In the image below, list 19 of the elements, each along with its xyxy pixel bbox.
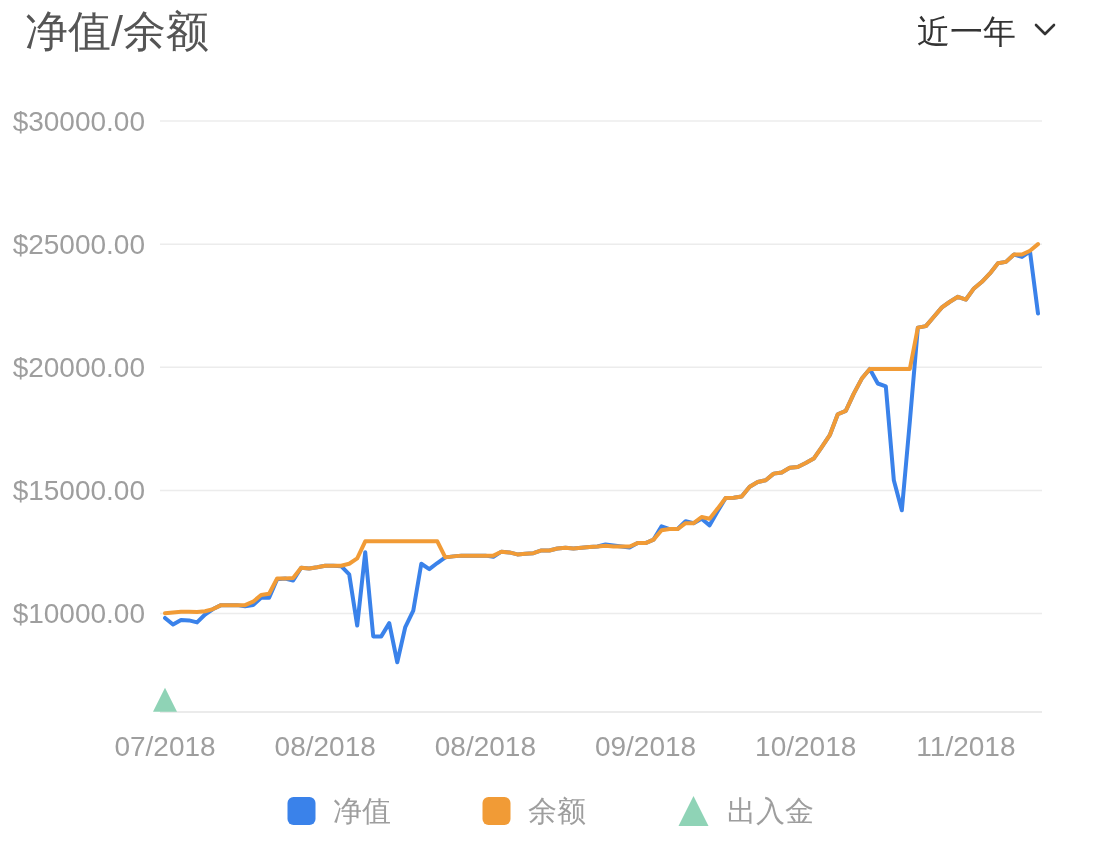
legend-label: 出入金 xyxy=(726,795,814,827)
y-tick-label: $10000.00 xyxy=(12,598,145,629)
legend-item: 余额 xyxy=(482,795,586,827)
y-tick-label: $20000.00 xyxy=(12,351,145,383)
legend-item: 出入金 xyxy=(678,795,814,827)
y-tick-label: $30000.00 xyxy=(12,105,145,137)
x-tick-label: 10/2018 xyxy=(755,730,857,762)
y-tick-label: $15000.00 xyxy=(12,474,145,506)
x-tick-label: 08/2018 xyxy=(434,730,536,762)
title: 净值/余额 xyxy=(25,7,209,55)
y-tick-label: $25000.00 xyxy=(12,228,145,260)
period-selector: 近一年 xyxy=(917,12,1016,50)
x-tick-label: 09/2018 xyxy=(594,730,697,762)
legend-label: 余额 xyxy=(527,795,586,827)
x-tick-label: 08/2018 xyxy=(274,730,376,762)
x-tick-label: 07/2018 xyxy=(114,730,216,762)
legend-item: 净值 xyxy=(287,795,391,827)
x-tick-label: 11/2018 xyxy=(916,730,1016,762)
legend-label: 净值 xyxy=(332,795,391,827)
